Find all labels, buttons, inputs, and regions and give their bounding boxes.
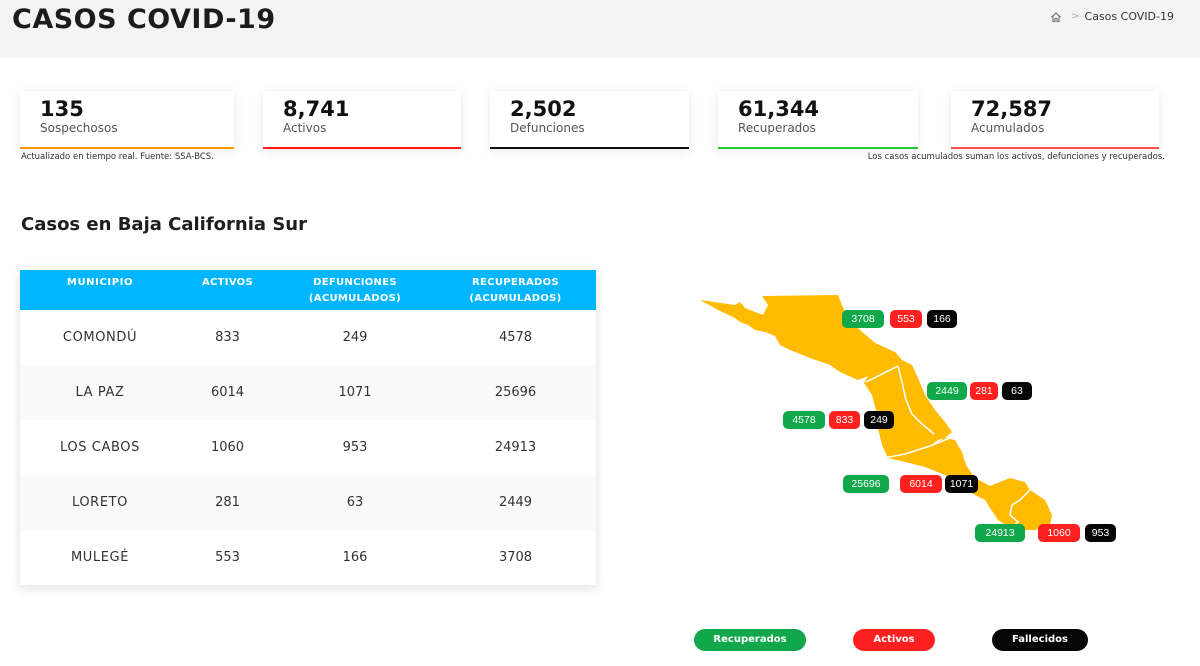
stat-value: 2,502 — [510, 97, 577, 121]
cell-recuperados: 2449 — [498, 495, 533, 510]
map-loreto-recuperados: 2449 — [927, 382, 967, 400]
header-defunciones: DEFUNCIONES (ACUMULADOS) — [308, 277, 402, 304]
cell-municipio: LORETO — [71, 495, 129, 510]
section-title: Casos en Baja California Sur — [21, 214, 307, 235]
map-region-comondu[interactable] — [864, 366, 938, 458]
legend-recuperados[interactable]: Recuperados — [694, 629, 806, 651]
stat-label: Acumulados — [971, 121, 1045, 135]
map-la-paz-activos: 6014 — [900, 475, 942, 493]
stat-underline — [718, 147, 918, 149]
cell-recuperados: 4578 — [498, 330, 533, 345]
cell-defunciones: 1071 — [338, 385, 372, 400]
map-la-paz-recuperados: 25696 — [843, 475, 889, 493]
stat-card-recuperados: 61,344 Recuperados — [718, 91, 918, 149]
map-los-cabos-fallecidos: 953 — [1085, 524, 1116, 542]
home-icon[interactable] — [1050, 11, 1062, 23]
table-body: COMONDÚ 833 249 4578 LA PAZ 6014 1071 25… — [20, 310, 596, 585]
map-la-paz-fallecidos: 1071 — [945, 475, 978, 493]
table-row: LORETO 281 63 2449 — [20, 475, 596, 530]
map-mulege-activos: 553 — [890, 310, 922, 328]
cell-municipio: LOS CABOS — [60, 440, 140, 455]
source-note: Actualizado en tiempo real. Fuente: SSA-… — [21, 152, 214, 162]
map-mulege-fallecidos: 166 — [927, 310, 957, 328]
stat-label: Sospechosos — [40, 121, 118, 135]
header-recuperados: RECUPERADOS (ACUMULADOS) — [469, 277, 562, 304]
stat-label: Activos — [283, 121, 327, 135]
map-los-cabos-recuperados: 24913 — [975, 524, 1025, 542]
stat-value: 72,587 — [971, 97, 1053, 121]
table-row: LOS CABOS 1060 953 24913 — [20, 420, 596, 475]
page-header: CASOS COVID-19 > Casos COVID-19 — [0, 0, 1200, 58]
cell-activos: 833 — [215, 330, 240, 345]
cell-activos: 6014 — [210, 385, 245, 400]
legend-fallecidos[interactable]: Fallecidos — [992, 629, 1088, 651]
legend-activos[interactable]: Activos — [853, 629, 935, 651]
page-title: CASOS COVID-19 — [12, 4, 276, 35]
map-los-cabos-activos: 1060 — [1038, 524, 1080, 542]
stat-underline — [263, 147, 461, 149]
cell-recuperados: 25696 — [494, 385, 537, 400]
stat-card-activos: 8,741 Activos — [263, 91, 461, 149]
stat-value: 61,344 — [738, 97, 820, 121]
stat-card-defunciones: 2,502 Defunciones — [490, 91, 689, 149]
map-comondu-activos: 833 — [829, 411, 860, 429]
cases-table: MUNICIPIO ACTIVOS DEFUNCIONES (ACUMULADOS… — [20, 270, 596, 585]
map-comondu-recuperados: 4578 — [783, 411, 825, 429]
stat-label: Defunciones — [510, 121, 585, 135]
cell-defunciones: 63 — [346, 495, 364, 510]
header-municipio: MUNICIPIO — [66, 277, 134, 288]
stat-value: 8,741 — [283, 97, 350, 121]
map-loreto-activos: 281 — [970, 382, 998, 400]
stat-value: 135 — [40, 97, 84, 121]
map-comondu-fallecidos: 249 — [864, 411, 894, 429]
cell-defunciones: 166 — [342, 550, 368, 565]
stat-label: Recuperados — [738, 121, 816, 135]
map-loreto-fallecidos: 63 — [1002, 382, 1032, 400]
cell-activos: 553 — [215, 550, 240, 565]
cell-recuperados: 3708 — [498, 550, 533, 565]
breadcrumb-current: Casos COVID-19 — [1084, 10, 1174, 23]
cell-activos: 1060 — [210, 440, 245, 455]
header-activos: ACTIVOS — [202, 277, 253, 288]
cell-recuperados: 24913 — [494, 440, 537, 455]
cell-municipio: COMONDÚ — [62, 330, 138, 345]
table-header: MUNICIPIO ACTIVOS DEFUNCIONES (ACUMULADOS… — [20, 270, 596, 310]
stat-underline — [20, 147, 234, 149]
map-region-loreto[interactable] — [898, 365, 952, 440]
table-row: MULEGÉ 553 166 3708 — [20, 530, 596, 585]
map-mulege-recuperados: 3708 — [842, 310, 884, 328]
table-row: LA PAZ 6014 1071 25696 — [20, 365, 596, 420]
table-row: COMONDÚ 833 249 4578 — [20, 310, 596, 365]
stat-underline — [490, 147, 689, 149]
stat-card-acumulados: 72,587 Acumulados — [951, 91, 1159, 149]
breadcrumb: > Casos COVID-19 — [1050, 10, 1174, 23]
cell-municipio: MULEGÉ — [70, 550, 130, 565]
cell-municipio: LA PAZ — [75, 385, 125, 400]
stat-underline — [951, 147, 1159, 149]
cell-activos: 281 — [215, 495, 240, 510]
cell-defunciones: 953 — [342, 440, 368, 455]
accumulated-note: Los casos acumulados suman los activos, … — [867, 152, 1165, 162]
stat-card-sospechosos: 135 Sospechosos — [20, 91, 234, 149]
cell-defunciones: 249 — [342, 330, 368, 345]
breadcrumb-separator: > — [1071, 11, 1080, 22]
map-region-mulege[interactable] — [700, 295, 912, 380]
